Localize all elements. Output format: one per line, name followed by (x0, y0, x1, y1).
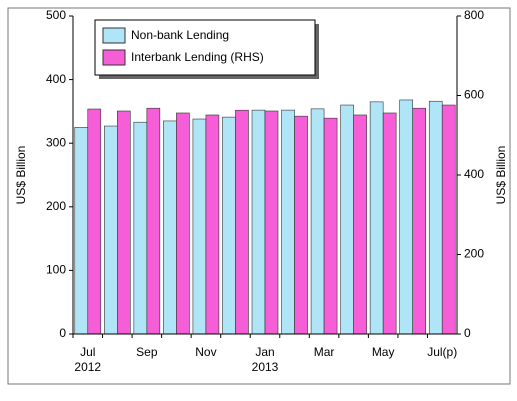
bar (222, 116, 236, 335)
bar (353, 114, 367, 335)
bar (163, 120, 177, 335)
x-tick-label: May (372, 345, 395, 359)
legend-swatch (102, 49, 126, 66)
y2-tick-label: 400 (464, 167, 484, 181)
x-year-label: 2012 (74, 360, 101, 374)
x-tick-label: Jul (80, 345, 95, 359)
bar (146, 107, 161, 335)
bar (428, 100, 443, 335)
y-tick-label: 500 (46, 8, 66, 22)
x-tick-label: Sep (136, 345, 158, 359)
bar (281, 109, 295, 335)
y2-tick-label: 200 (464, 247, 484, 261)
bar (412, 107, 426, 335)
bar (310, 108, 325, 335)
bar (133, 121, 148, 335)
y-tick-label: 400 (46, 72, 66, 86)
x-tick-label: Nov (195, 345, 216, 359)
bar (235, 109, 249, 335)
bar (369, 101, 384, 335)
y-axis-label: US$ Billion (14, 146, 28, 205)
x-tick-label: Mar (314, 345, 335, 359)
x-tick-label: Jan (255, 345, 274, 359)
legend (94, 19, 316, 76)
bar (251, 109, 266, 335)
bar (382, 112, 397, 335)
bar (74, 127, 89, 335)
y2-tick-label: 0 (464, 326, 471, 340)
bar (294, 115, 308, 335)
legend-label: Interbank Lending (RHS) (131, 50, 264, 64)
x-year-label: 2013 (252, 360, 279, 374)
legend-swatch (102, 27, 126, 44)
y-tick-label: 200 (46, 199, 66, 213)
y2-tick-label: 600 (464, 88, 484, 102)
bar (340, 104, 354, 335)
bar (399, 99, 413, 335)
bar (104, 125, 118, 335)
bar (192, 118, 207, 335)
y-tick-label: 300 (46, 135, 66, 149)
y-tick-label: 0 (59, 326, 66, 340)
bar (264, 110, 279, 335)
y2-tick-label: 800 (464, 8, 484, 22)
bar (441, 104, 456, 335)
y2-axis-label: US$ Billion (494, 146, 508, 205)
bar (176, 112, 190, 335)
bar (205, 114, 220, 335)
legend-label: Non-bank Lending (131, 28, 229, 42)
bar (117, 110, 131, 335)
bar (87, 108, 102, 335)
x-tick-label: Jul(p) (427, 345, 457, 359)
y-tick-label: 100 (46, 263, 66, 277)
bar (323, 117, 338, 335)
